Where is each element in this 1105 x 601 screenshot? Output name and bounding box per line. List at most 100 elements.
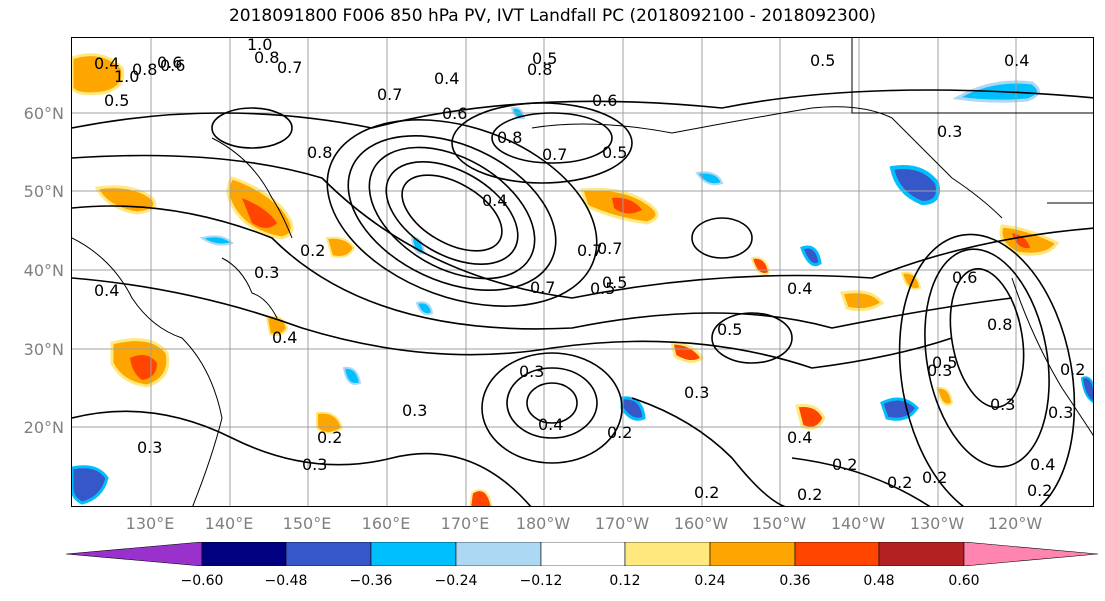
lon-label-160e: 160°E [361,514,411,533]
colorbar-segment [624,542,711,566]
lat-label-60n: 60°N [23,104,64,123]
contour-label: 0.6 [160,56,185,75]
lon-label-180w: 180°W [515,514,571,533]
lon-label-160w: 160°W [673,514,729,533]
contour-label: 0.2 [922,468,947,487]
positive-patch [72,53,125,96]
lon-label-130w: 130°W [909,514,965,533]
negative-patch [1080,376,1093,404]
contour-label: 0.4 [787,279,812,298]
lat-label-40n: 40°N [23,261,64,280]
colorbar-tick: −0.36 [349,573,393,589]
map-panel: 1.0 0.8 0.7 0.4 0.8 0.5 0.6 0.4 1.0 0.8 … [71,37,1094,507]
contour-label: 0.5 [810,51,835,70]
lon-label-140e: 140°E [204,514,254,533]
colorbar-segment [201,542,287,566]
contour-label: 0.5 [602,273,627,292]
positive-patch [795,404,826,430]
positive-patch [242,198,277,228]
negative-patch [889,165,940,206]
contour-labels: 1.0 0.8 0.7 0.4 0.8 0.5 0.6 0.4 1.0 0.8 … [94,38,1085,504]
negative-patch [72,465,109,505]
contour-label: 0.8 [254,48,279,67]
negative-patch [415,301,434,316]
contour-label: 0.3 [254,263,279,282]
colorbar-segment [709,542,796,566]
contour-label: 0.2 [832,455,857,474]
negative-patch [199,235,234,246]
colorbar-segment [540,542,626,566]
positive-patch [750,256,771,275]
lon-label-140w: 140°W [830,514,886,533]
contour-label: 0.2 [300,241,325,260]
contour-label: 0.2 [1027,481,1052,500]
contour-label: 0.2 [694,483,719,502]
contour-label: 0.4 [1004,51,1029,70]
lon-label-130e: 130°E [125,514,175,533]
contour-label: 0.4 [272,328,297,347]
negative-patch [620,396,646,421]
contour-label: 0.4 [1030,455,1055,474]
contour-label: 0.4 [94,281,119,300]
colorbar-tick: −0.24 [434,573,478,589]
contour-label: 0.5 [602,143,627,162]
contour-label: 0.3 [1048,403,1073,422]
contour-label: 0.6 [592,91,617,110]
positive-patch [316,411,344,434]
colorbar-tick: 0.12 [609,573,641,589]
contour-label: 0.3 [937,122,962,141]
pv-contours [72,89,1093,506]
colorbar-tick: 0.48 [863,573,895,589]
lon-label-170w: 170°W [594,514,650,533]
contour-label: 0.5 [532,49,557,68]
contour-label: 0.4 [482,191,507,210]
contour-label: 0.2 [317,428,342,447]
contour-label: 1.0 [114,67,139,86]
contour-label: 0.7 [597,239,622,258]
contour-label: 0.7 [377,85,402,104]
positive-patch [130,354,157,380]
contour-label: 0.8 [527,60,552,79]
colorbar-segment [963,542,1099,566]
contour-label: 0.3 [519,362,544,381]
contour-label: 0.6 [157,53,182,72]
contour-label: 0.8 [987,315,1012,334]
contour-label: 0.5 [590,279,615,298]
colorbar [66,542,1099,566]
contour-label: 0.3 [927,361,952,380]
contour-label: 0.5 [932,353,957,372]
contour-label: 0.4 [787,428,812,447]
contour-label: 0.2 [797,485,822,504]
lat-label-30n: 30°N [23,340,64,359]
contour-label: 0.4 [94,54,119,73]
contour-label: 0.5 [104,91,129,110]
colorbar-tick: 0.60 [948,573,980,589]
colorbar-tick: −0.60 [180,573,224,589]
contour-label: 0.2 [1060,360,1085,379]
contour-label: 0.7 [577,241,602,260]
contour-label: 0.2 [607,423,632,442]
colorbar-tick: 0.36 [779,573,811,589]
contour-label: 0.8 [497,128,522,147]
positive-patch [325,236,356,258]
colorbar-tick: −0.48 [264,573,308,589]
lon-label-170e: 170°E [440,514,490,533]
colorbar-tick: 0.24 [694,573,726,589]
contour-label: 0.3 [990,395,1015,414]
contour-label: 0.3 [302,455,327,474]
contour-label: 0.6 [952,268,977,287]
colorbar-segment [370,542,457,566]
contour-label: 0.3 [684,383,709,402]
colorbar-segment [285,542,372,566]
lon-label-150w: 150°W [751,514,807,533]
contour-label: 0.7 [530,278,555,297]
positive-patch [670,341,705,363]
lat-label-20n: 20°N [23,418,64,437]
positive-patch [900,271,922,290]
positive-patch [999,224,1060,256]
positive-patch [840,290,885,312]
contour-label: 0.8 [307,143,332,162]
colorbar-segment [66,542,203,566]
positive-patch [935,386,954,406]
colorbar-segment [794,542,880,566]
